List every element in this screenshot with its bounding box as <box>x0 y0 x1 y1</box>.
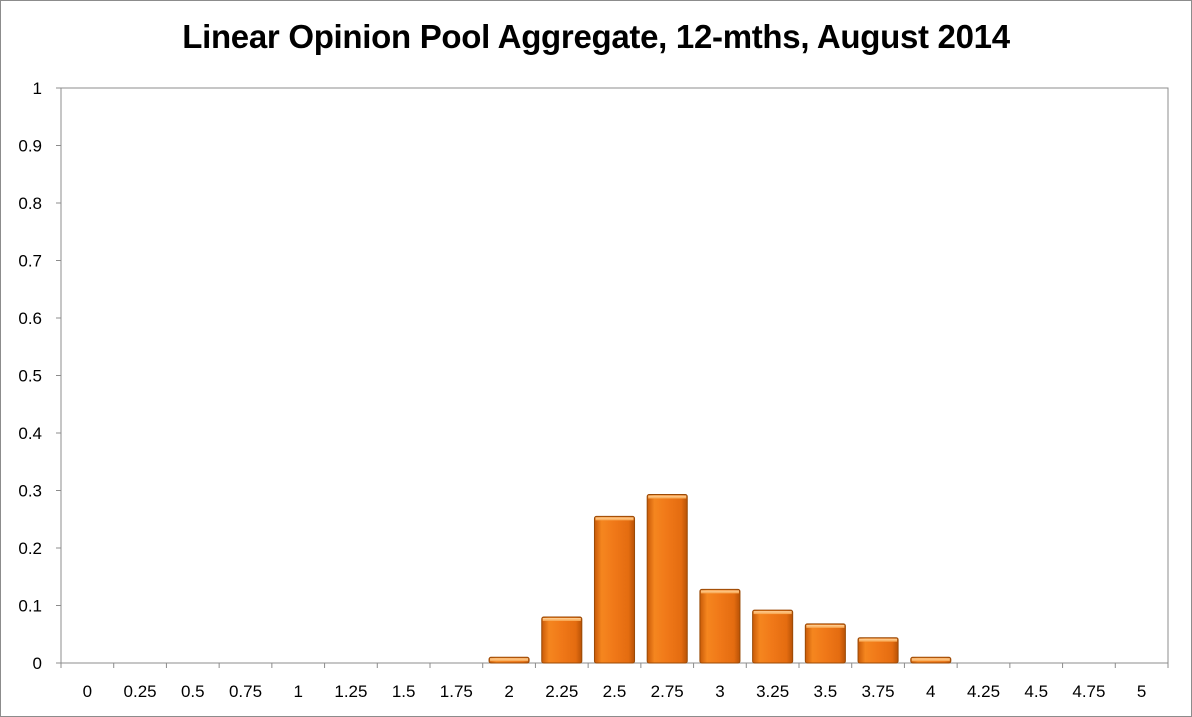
x-tick-label: 4.75 <box>1072 682 1105 701</box>
bar <box>541 616 583 664</box>
x-tick-label: 1.25 <box>334 682 367 701</box>
bar-highlight <box>806 624 845 628</box>
bar <box>752 609 794 664</box>
bar-highlight <box>911 658 950 662</box>
y-tick-label: 0.3 <box>18 482 42 501</box>
x-tick-label: 4 <box>926 682 935 701</box>
x-tick-label: 1.5 <box>392 682 416 701</box>
x-tick-label: 3 <box>715 682 724 701</box>
bar-highlight <box>490 658 529 662</box>
bar-highlight <box>648 495 687 499</box>
x-tick-label: 0.75 <box>229 682 262 701</box>
y-tick-label: 0.5 <box>18 367 42 386</box>
bar-body <box>541 616 583 664</box>
x-tick-label: 3.5 <box>814 682 838 701</box>
bar <box>804 623 846 664</box>
x-tick-label: 1 <box>293 682 302 701</box>
bar <box>699 588 741 664</box>
y-tick-label: 0.4 <box>18 424 42 443</box>
bar-highlight <box>859 638 898 642</box>
x-tick-label: 2.75 <box>651 682 684 701</box>
x-tick-label: 5 <box>1137 682 1146 701</box>
y-tick-label: 1 <box>33 79 42 98</box>
x-tick-label: 3.75 <box>862 682 895 701</box>
y-tick-label: 0.1 <box>18 597 42 616</box>
bar <box>488 656 530 664</box>
x-tick-label: 2 <box>504 682 513 701</box>
bar-body <box>593 515 636 664</box>
y-tick-label: 0.9 <box>18 137 42 156</box>
bar-highlight <box>753 611 792 615</box>
x-tick-label: 0 <box>83 682 92 701</box>
x-tick-label: 4.5 <box>1024 682 1048 701</box>
bar-highlight <box>595 517 634 521</box>
y-tick-label: 0.6 <box>18 309 42 328</box>
bar-body <box>857 637 899 664</box>
x-tick-label: 0.5 <box>181 682 205 701</box>
bar-body <box>752 609 794 664</box>
bar <box>910 656 952 664</box>
bar-body <box>646 494 688 664</box>
bar-highlight <box>700 590 739 594</box>
x-tick-label: 1.75 <box>440 682 473 701</box>
y-tick-label: 0.7 <box>18 252 42 271</box>
bar <box>857 637 899 664</box>
chart-title: Linear Opinion Pool Aggregate, 12-mths, … <box>182 18 1010 55</box>
x-tick-label: 2.25 <box>545 682 578 701</box>
x-tick-label: 3.25 <box>756 682 789 701</box>
y-tick-label: 0.2 <box>18 539 42 558</box>
bar <box>593 515 636 664</box>
bar-body <box>699 588 741 664</box>
x-tick-label: 2.5 <box>603 682 627 701</box>
bar <box>646 494 688 664</box>
bar-highlight <box>542 618 581 621</box>
y-tick-label: 0.8 <box>18 194 42 213</box>
bar-body <box>804 623 846 664</box>
x-tick-label: 4.25 <box>967 682 1000 701</box>
y-tick-label: 0 <box>33 654 42 673</box>
x-tick-label: 0.25 <box>124 682 157 701</box>
